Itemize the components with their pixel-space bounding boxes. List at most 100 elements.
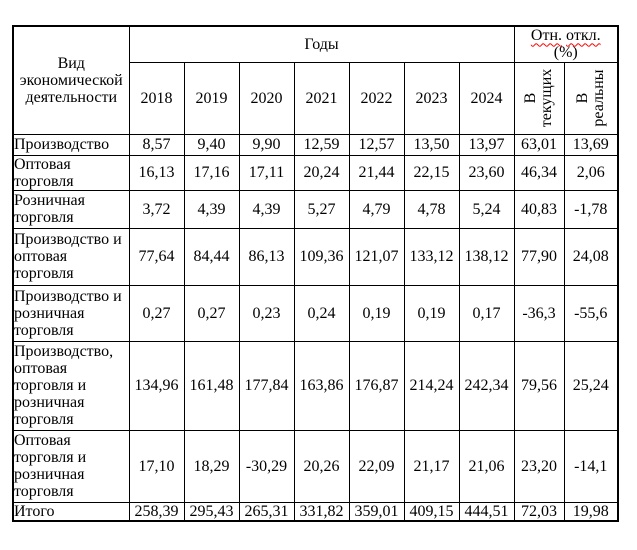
deviation-col-header-real: В реальны	[563, 61, 619, 135]
cell-value: 444,51	[458, 501, 515, 522]
cell-value: 295,43	[183, 501, 240, 522]
cell-value: 22,15	[403, 154, 460, 191]
vertical-text-real: В реальны	[573, 63, 607, 133]
cell-value: 176,87	[348, 340, 405, 431]
deviation-group-header: Отн. откл. (%)	[513, 25, 619, 63]
cell-value: 12,59	[293, 133, 350, 156]
table-row: Розничная торговля 3,72 4,39 4,39 5,27 4,79 4,…	[12, 189, 619, 229]
cell-value: 5,27	[293, 189, 350, 229]
cell-value: 63,01	[513, 133, 565, 156]
cell-value: 21,17	[403, 429, 460, 503]
cell-value: -55,6	[563, 284, 619, 342]
cell-value: 242,34	[458, 340, 515, 431]
year-column-header: 2021	[293, 61, 350, 135]
cell-value: 2,06	[563, 154, 619, 191]
cell-value: 359,01	[348, 501, 405, 522]
cell-value: 134,96	[128, 340, 185, 431]
cell-value: 22,09	[348, 429, 405, 503]
header-row-years: 2018 2019 2020 2021 2022 2023 2024 В тек…	[13, 61, 619, 135]
cell-value: 0,24	[293, 284, 350, 342]
cell-value: 163,86	[293, 340, 350, 431]
cell-value: 17,10	[128, 429, 185, 503]
cell-value: -14,1	[563, 429, 619, 503]
row-label: Оптовая торговля и розничная торговля	[12, 429, 130, 503]
year-column-header: 2019	[183, 61, 240, 135]
vertical-text-line: В	[573, 92, 591, 104]
cell-value: 138,12	[458, 227, 515, 286]
cell-value: 4,79	[348, 189, 405, 229]
year-column-header: 2018	[128, 61, 185, 135]
year-column-header: 2024	[458, 61, 515, 135]
table-row: Оптовая торговля 16,13 17,16 17,11 20,24 21,4…	[12, 154, 619, 191]
cell-value: 24,08	[563, 227, 619, 286]
cell-value: 79,56	[513, 340, 565, 431]
cell-value: -30,29	[238, 429, 295, 503]
table-row: Итого 258,39 295,43 265,31 331,82 359,01 409,1…	[12, 501, 619, 522]
cell-value: 77,64	[128, 227, 185, 286]
deviation-percent-label: (%)	[553, 44, 578, 62]
cell-value: 23,60	[458, 154, 515, 191]
row-label: Производство	[12, 133, 130, 156]
cell-value: 4,39	[238, 189, 295, 229]
cell-value: 40,83	[513, 189, 565, 229]
cell-value: 0,19	[348, 284, 405, 342]
cell-value: 84,44	[183, 227, 240, 286]
cell-value: 133,12	[403, 227, 460, 286]
cell-value: 21,44	[348, 154, 405, 191]
cell-value: 13,97	[458, 133, 515, 156]
cell-value: 23,20	[513, 429, 565, 503]
table-container: Вид экономической деятельности Годы Отн.…	[12, 25, 619, 522]
table-row: Производство, оптовая торговля и розничн…	[12, 340, 619, 431]
cell-value: 265,31	[238, 501, 295, 522]
cell-value: 77,90	[513, 227, 565, 286]
cell-value: 18,29	[183, 429, 240, 503]
cell-value: 12,57	[348, 133, 405, 156]
cell-value: 5,24	[458, 189, 515, 229]
cell-value: 72,03	[513, 501, 565, 522]
cell-value: 0,27	[183, 284, 240, 342]
table-row: Производство 8,57 9,40 9,90 12,59 12,57 13,50 1…	[12, 133, 619, 156]
cell-value: 19,98	[563, 501, 619, 522]
cell-value: 13,69	[563, 133, 619, 156]
years-group-header: Годы	[128, 25, 515, 63]
year-column-header: 2023	[403, 61, 460, 135]
cell-value: 9,90	[238, 133, 295, 156]
cell-value: 4,78	[403, 189, 460, 229]
cell-value: 46,34	[513, 154, 565, 191]
vertical-text-line: В	[522, 92, 539, 104]
vertical-text-line: реальны	[589, 69, 607, 127]
cell-value: 0,27	[128, 284, 185, 342]
row-label: Розничная торговля	[12, 189, 130, 229]
cell-value: 21,06	[458, 429, 515, 503]
row-label: Производство, оптовая торговля и розничн…	[12, 340, 130, 431]
row-label: Производство и розничная торговля	[12, 284, 130, 342]
cell-value: 409,15	[403, 501, 460, 522]
cell-value: 25,24	[563, 340, 619, 431]
vertical-text-current: В текущих	[522, 63, 555, 133]
cell-value: 17,16	[183, 154, 240, 191]
row-label: Производство и оптовая торговля	[12, 227, 130, 286]
activity-column-header: Вид экономической деятельности	[12, 25, 130, 135]
cell-value: 20,24	[293, 154, 350, 191]
cell-value: 0,19	[403, 284, 460, 342]
economic-activity-table: Вид экономической деятельности Годы Отн.…	[12, 25, 619, 522]
row-label: Оптовая торговля	[12, 154, 130, 191]
cell-value: 20,26	[293, 429, 350, 503]
cell-value: 109,36	[293, 227, 350, 286]
deviation-word-1: Отн.	[530, 27, 563, 45]
row-label: Итого	[12, 501, 130, 522]
cell-value: -1,78	[563, 189, 619, 229]
cell-value: 0,23	[238, 284, 295, 342]
cell-value: -36,3	[513, 284, 565, 342]
cell-value: 258,39	[128, 501, 185, 522]
vertical-text-line: текущих	[538, 68, 555, 128]
cell-value: 161,48	[183, 340, 240, 431]
cell-value: 214,24	[403, 340, 460, 431]
cell-value: 9,40	[183, 133, 240, 156]
cell-value: 17,11	[238, 154, 295, 191]
table-row: Производство и оптовая торговля 77,64 84,4…	[12, 227, 619, 286]
cell-value: 16,13	[128, 154, 185, 191]
deviation-col-header-current: В текущих	[513, 61, 565, 135]
cell-value: 8,57	[128, 133, 185, 156]
